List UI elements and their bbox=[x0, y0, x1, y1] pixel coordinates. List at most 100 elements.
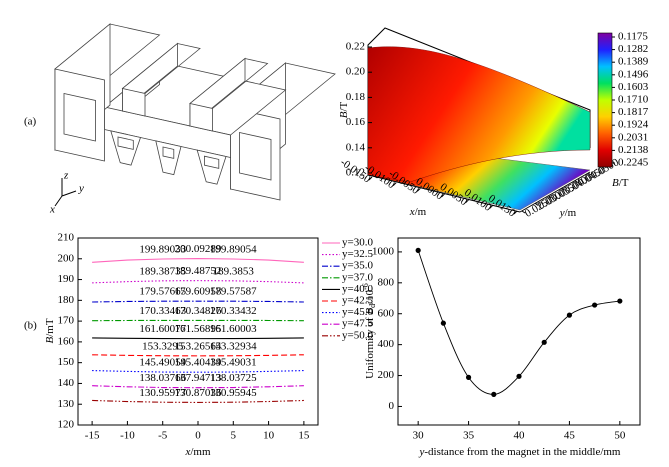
y-tick-label: 600 bbox=[378, 307, 395, 319]
x-axis-label: x/mm bbox=[184, 446, 211, 458]
value-label: 161.60003 bbox=[210, 323, 257, 335]
y-axis-label: y/m bbox=[559, 207, 577, 219]
diagram-face bbox=[203, 155, 220, 169]
diagram-face bbox=[239, 132, 272, 181]
series-line bbox=[92, 385, 304, 389]
axis-letter: y bbox=[78, 183, 84, 195]
label-part: /m bbox=[415, 206, 427, 218]
y-tick-label: 200 bbox=[378, 369, 395, 381]
value-label: 137.94713 bbox=[175, 372, 222, 384]
axis-letter: z bbox=[63, 170, 69, 182]
z-tick-label: 0.14 bbox=[346, 141, 366, 153]
data-point bbox=[617, 298, 623, 304]
legend-label: y=32.5 bbox=[342, 248, 373, 260]
axis-letter: x bbox=[49, 204, 55, 216]
legend-label: y=37.0 bbox=[342, 271, 373, 283]
value-label: 138.03766 bbox=[139, 372, 186, 384]
label-part: /mm bbox=[190, 446, 211, 458]
data-point bbox=[415, 247, 421, 253]
label-part: d bbox=[368, 304, 377, 308]
x-tick-label: 15 bbox=[298, 430, 310, 442]
x-tick-label: 10 bbox=[263, 430, 275, 442]
x-tick bbox=[513, 210, 518, 215]
label-part: B bbox=[338, 111, 350, 118]
value-label: 170.34826 bbox=[175, 305, 222, 317]
x-tick bbox=[416, 187, 421, 192]
value-label: 130.95977 bbox=[139, 387, 186, 399]
series-line bbox=[92, 300, 304, 303]
value-label: 161.56895 bbox=[175, 323, 222, 335]
x-tick-label: 45 bbox=[564, 430, 576, 442]
colorbar-tick-label: 0.1282 bbox=[618, 43, 648, 55]
colorbar-tick-label: 0.2138 bbox=[618, 144, 649, 156]
y-tick-label: 150 bbox=[58, 356, 75, 368]
label-part: /mT bbox=[44, 318, 56, 337]
data-point bbox=[440, 320, 446, 326]
colorbar-tick-label: 0.1817 bbox=[618, 106, 649, 118]
colorbar-tick-label: 0.2245 bbox=[618, 157, 649, 169]
z-tick-label: 0.18 bbox=[346, 91, 366, 103]
colorbar-tick-label: 0.1496 bbox=[618, 68, 649, 80]
label-part: B bbox=[364, 308, 376, 315]
y-tick-label: 140 bbox=[58, 377, 75, 389]
y-tick-label: 1000 bbox=[372, 245, 395, 257]
x-tick bbox=[368, 176, 373, 181]
x-tick-label: 30 bbox=[413, 430, 425, 442]
label-part: y bbox=[418, 446, 424, 458]
y-tick-label: 400 bbox=[378, 338, 395, 350]
diagram-face bbox=[189, 103, 213, 132]
x-tick bbox=[489, 204, 494, 209]
y-tick-label: 190 bbox=[58, 273, 75, 285]
series-line bbox=[92, 258, 304, 263]
panel-label: (b) bbox=[24, 320, 37, 332]
y-tick bbox=[534, 202, 539, 206]
label-part: -6 bbox=[361, 283, 370, 290]
value-label: 189.48752 bbox=[175, 265, 222, 277]
value-label: 179.57587 bbox=[210, 286, 257, 298]
value-label: 199.89033 bbox=[139, 244, 186, 256]
value-label: 153.32934 bbox=[210, 340, 257, 352]
diagram-face bbox=[162, 146, 175, 159]
y-tick bbox=[561, 187, 565, 191]
colorbar-label: B/T bbox=[612, 177, 629, 189]
label-part: B bbox=[612, 177, 619, 189]
surface-box bbox=[367, 27, 591, 213]
plot-frame bbox=[397, 237, 641, 426]
data-point bbox=[541, 339, 547, 345]
colorbar-tick-label: 0.1710 bbox=[618, 94, 649, 106]
x-tick-label: -15 bbox=[85, 430, 100, 442]
value-label: 138.03725 bbox=[210, 372, 257, 384]
label-part: B bbox=[44, 337, 56, 344]
diagram-face bbox=[155, 140, 182, 176]
surface bbox=[367, 46, 591, 183]
z-tick-label: 0.16 bbox=[346, 116, 366, 128]
x-tick-label: 35 bbox=[463, 430, 475, 442]
y-tick bbox=[548, 195, 552, 199]
x-axis-label: y-distance from the magnet in the middle… bbox=[418, 446, 620, 458]
colorbar-tick-label: 0.1389 bbox=[618, 56, 649, 68]
series-line bbox=[92, 337, 304, 340]
x-tick-label: 5 bbox=[231, 430, 237, 442]
label-part: /T bbox=[619, 177, 629, 189]
value-label: 179.60958 bbox=[175, 286, 222, 298]
legend-label: y=45.0 bbox=[342, 306, 373, 318]
y-tick-label: 170 bbox=[58, 315, 75, 327]
value-label: 161.60077 bbox=[139, 323, 186, 335]
y-tick-label: 160 bbox=[58, 335, 75, 347]
label-part: /m bbox=[565, 207, 577, 219]
magnet-diagram bbox=[54, 23, 336, 201]
value-label: 145.49059 bbox=[139, 357, 186, 369]
diagram-face bbox=[122, 88, 146, 117]
label-part: x bbox=[184, 446, 190, 458]
x-axis-label: x/m bbox=[409, 206, 427, 218]
diagram-face bbox=[63, 93, 96, 142]
z-axis-label: B/T bbox=[338, 101, 350, 118]
x-tick bbox=[392, 182, 397, 187]
colorbar-tick-label: 0.1175 bbox=[618, 31, 648, 43]
y-axis-label: B/mT bbox=[44, 318, 56, 343]
value-label: 145.49031 bbox=[210, 357, 257, 369]
y-tick-label: 800 bbox=[378, 276, 395, 288]
x-tick-label: 0 bbox=[195, 430, 201, 442]
value-label: 200.09289 bbox=[175, 243, 222, 255]
